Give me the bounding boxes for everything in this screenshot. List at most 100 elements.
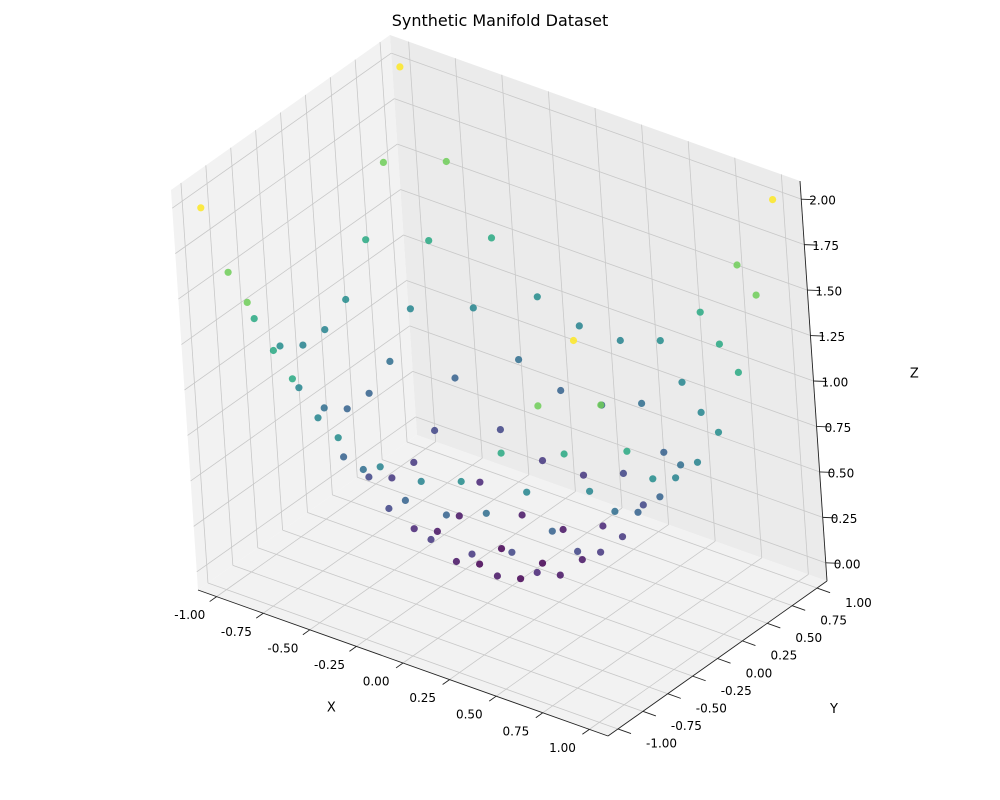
z-gridline <box>181 189 401 345</box>
x-tick <box>302 629 311 636</box>
z-gridline <box>196 416 417 573</box>
scatter-point <box>299 341 307 349</box>
scatter-point <box>634 508 642 516</box>
scatter-point <box>769 196 777 204</box>
z-gridline <box>400 189 811 336</box>
y-tick-label: 0.25 <box>771 649 798 663</box>
scatter-point <box>533 568 541 577</box>
scatter-point <box>410 525 418 533</box>
scatter-point <box>639 501 647 509</box>
z-gridline <box>394 98 805 246</box>
scatter-point <box>224 268 232 276</box>
scatter-point <box>427 535 435 544</box>
scatter-point <box>597 401 605 409</box>
scatter-point <box>321 326 329 334</box>
scatter-point <box>672 474 680 482</box>
z-axis-label: Z <box>910 366 919 381</box>
scatter-point <box>451 374 459 382</box>
z-tick-label: 0.75 <box>825 421 852 435</box>
x-tick-label: 0.25 <box>409 691 436 705</box>
scatter-point <box>559 525 567 534</box>
data-points <box>197 63 777 583</box>
x-tick-label: -0.50 <box>267 641 298 655</box>
scatter-point <box>714 428 723 436</box>
y-gridline <box>357 476 768 624</box>
scatter-point <box>295 384 303 392</box>
scatter-point <box>487 234 496 242</box>
scatter-point <box>619 469 628 477</box>
z-tick <box>825 562 840 564</box>
scatter-point <box>586 487 594 495</box>
scatter-point <box>734 368 743 376</box>
scatter-point <box>250 315 258 323</box>
scatter-point <box>578 556 586 564</box>
scatter-point <box>660 448 668 456</box>
z-tick-label: 0.25 <box>831 512 858 526</box>
scatter-point <box>538 457 547 465</box>
scatter-point <box>334 434 342 442</box>
scatter-point <box>431 426 439 435</box>
scatter-point <box>401 496 409 504</box>
y-tick <box>642 710 657 717</box>
scatter-point <box>548 527 556 535</box>
y-gridline <box>232 564 643 712</box>
x-tick <box>535 712 544 719</box>
scatter-point <box>697 408 705 416</box>
scatter-point <box>379 158 387 166</box>
x-tick <box>395 662 404 669</box>
x-tick-label: -1.00 <box>174 608 205 622</box>
y-tick <box>742 640 756 646</box>
z-gridline <box>171 52 392 209</box>
scatter-point <box>678 378 686 386</box>
scatter-point <box>611 507 619 515</box>
x-axis-label: X <box>327 700 336 715</box>
scatter-point <box>476 478 484 486</box>
x-tick-label: 0.50 <box>456 708 483 722</box>
z-tick-label: 1.75 <box>812 239 839 253</box>
scatter-point <box>276 342 284 350</box>
z-tick-label: 1.25 <box>818 330 845 344</box>
scatter-point <box>515 356 523 364</box>
z-tick <box>801 198 815 201</box>
z-gridline <box>175 98 395 254</box>
scatter-point <box>442 157 450 166</box>
scatter-point <box>376 463 384 471</box>
z-tick-label: 2.00 <box>809 194 836 208</box>
scatter-point <box>314 414 322 422</box>
scatter-point <box>406 305 414 313</box>
y-tick <box>667 693 681 699</box>
scatter-point <box>496 426 504 434</box>
scatter-point <box>455 512 463 520</box>
z-gridline <box>178 143 398 300</box>
y-tick <box>617 728 632 735</box>
scatter-point <box>497 449 505 457</box>
z-tick <box>804 244 818 246</box>
y-gridline <box>207 582 619 730</box>
z-gridline <box>187 280 407 436</box>
scatter-point <box>468 550 476 558</box>
scatter-point <box>523 488 531 496</box>
scatter-point <box>243 298 251 306</box>
scatter-point <box>476 560 484 568</box>
chart-title: Synthetic Manifold Dataset <box>391 11 609 30</box>
y-gridline <box>307 512 718 659</box>
scatter-point <box>433 527 441 536</box>
scatter-point <box>534 402 542 410</box>
scatter-point <box>365 473 373 481</box>
scatter-point <box>560 450 568 458</box>
tick-marks: -1.00 -0.75 -0.50 -0.25 0.00 0.25 0.50 0.75 1.00… <box>174 194 872 755</box>
z-tick <box>810 335 824 337</box>
x-tick-label: 0.00 <box>363 675 390 689</box>
gridlines <box>171 41 826 730</box>
y-gridline <box>382 459 793 607</box>
x-tick <box>209 596 217 602</box>
scatter-point <box>733 261 741 269</box>
z-gridline <box>193 371 413 527</box>
scatter-point <box>616 336 624 345</box>
scatter-point <box>482 509 490 517</box>
scatter-point <box>752 291 760 299</box>
y-tick <box>692 675 706 682</box>
scatter-point <box>365 389 373 397</box>
scatter-point <box>597 548 605 556</box>
